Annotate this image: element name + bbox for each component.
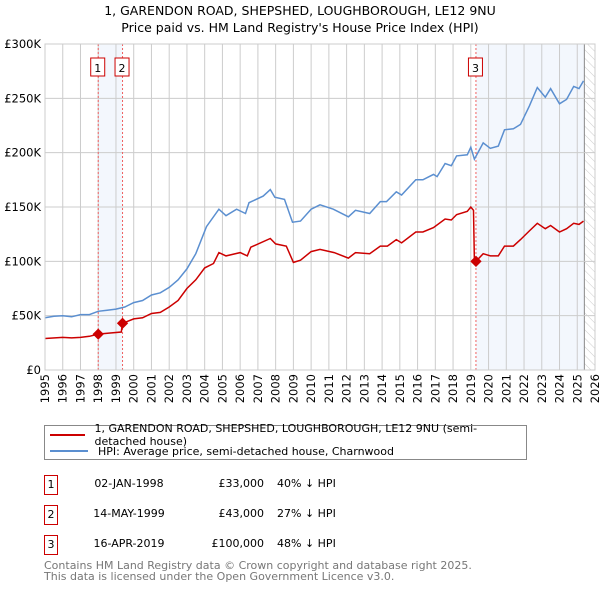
footer-copyright: Contains HM Land Registry data © Crown c… (44, 559, 472, 572)
y-tick-label: £150K (4, 200, 41, 214)
sale-label-box (467, 57, 483, 77)
legend: 1, GARENDON ROAD, SHEPSHED, LOUGHBOROUGH… (44, 422, 527, 460)
x-tick-label: 2001 (144, 374, 158, 403)
hpi-line (44, 80, 585, 319)
legend-swatch-red (50, 434, 85, 436)
x-tick-label: 1999 (109, 374, 123, 403)
x-tick-label: 2013 (357, 374, 371, 403)
sale-row: 3 16-APR-2019 £100,000 48% ↓ HPI (44, 535, 544, 555)
legend-item-hpi: HPI: Average price, semi-detached house,… (45, 443, 394, 459)
x-tick-label: 2011 (322, 374, 336, 403)
x-tick-label: 2018 (446, 374, 460, 403)
sale-marker-label: 1 (44, 475, 58, 495)
x-tick-label: 2026 (588, 374, 600, 403)
sale-hpi-diff: 40% ↓ HPI (277, 477, 336, 490)
y-tick-label: £0 (26, 363, 41, 377)
x-tick-label: 2021 (499, 374, 513, 403)
y-tick-label: £100K (4, 254, 41, 268)
plot-border (44, 43, 596, 371)
y-tick-label: £250K (4, 91, 41, 105)
sale-label-text: 2 (119, 62, 126, 75)
legend-item-property: 1, GARENDON ROAD, SHEPSHED, LOUGHBOROUGH… (45, 422, 526, 448)
sale-date: 16-APR-2019 (93, 537, 165, 550)
x-tick-label: 2005 (215, 374, 229, 403)
sale-hpi-diff: 48% ↓ HPI (277, 537, 336, 550)
x-tick-label: 2022 (517, 374, 531, 403)
sale-row: 2 14-MAY-1999 £43,000 27% ↓ HPI (44, 505, 544, 525)
sale-date: 02-JAN-1998 (94, 477, 164, 490)
x-tick-label: 2009 (286, 374, 300, 403)
sale-point (470, 255, 482, 267)
x-tick-label: 2004 (198, 374, 212, 403)
sale-label-box (114, 57, 130, 77)
x-tick-label: 2024 (553, 374, 567, 403)
x-tick-label: 2023 (535, 374, 549, 403)
x-tick-label: 1997 (73, 374, 87, 403)
sale-price: £43,000 (218, 507, 265, 520)
x-tick-label: 2012 (340, 374, 354, 403)
price-paid-line (44, 205, 584, 340)
x-tick-label: 2017 (428, 374, 442, 403)
x-tick-label: 1995 (38, 374, 52, 403)
plot-area: 1995 1996 1997 1998 1999 2000 2001 2002 2003 2004… (4, 37, 600, 403)
x-tick-label: 1996 (56, 374, 70, 403)
legend-swatch-blue (50, 450, 88, 452)
x-tick-label: 2014 (375, 374, 389, 403)
x-tick-label: 2010 (304, 374, 318, 403)
sale-price: £100,000 (211, 537, 265, 550)
y-tick-label: £50K (12, 309, 42, 323)
sale-hpi-diff: 27% ↓ HPI (277, 507, 336, 520)
sale-label-box (90, 57, 106, 77)
x-tick-label: 2008 (269, 374, 283, 403)
sale-date: 14-MAY-1999 (93, 507, 165, 520)
sale-label-text: 1 (94, 62, 101, 75)
x-tick-label: 2019 (464, 374, 478, 403)
sale-marker-label: 2 (44, 505, 58, 525)
x-tick-label: 2025 (570, 374, 584, 403)
chart-subtitle: Price paid vs. HM Land Registry's House … (121, 20, 479, 35)
x-tick-label: 2007 (251, 374, 265, 403)
sale-label-text: 3 (472, 62, 479, 75)
sale-marker-label: 3 (44, 535, 58, 555)
legend-label: 1, GARENDON ROAD, SHEPSHED, LOUGHBOROUGH… (94, 422, 478, 448)
sale-row: 1 02-JAN-1998 £33,000 40% ↓ HPI (44, 475, 544, 495)
x-tick-label: 2003 (180, 374, 194, 403)
x-tick-label: 2006 (233, 374, 247, 403)
x-tick-label: 1998 (91, 374, 105, 403)
y-tick-label: £300K (4, 37, 41, 51)
x-tick-label: 2020 (482, 374, 496, 403)
chart-title: 1, GARENDON ROAD, SHEPSHED, LOUGHBOROUGH… (104, 3, 496, 18)
x-tick-label: 2002 (162, 374, 176, 403)
x-tick-label: 2016 (411, 374, 425, 403)
y-tick-label: £200K (4, 146, 41, 160)
legend-label: HPI: Average price, semi-detached house,… (98, 444, 394, 458)
footer-licence: This data is licensed under the Open Gov… (44, 570, 395, 583)
x-tick-label: 2000 (127, 374, 141, 403)
sale-price: £33,000 (218, 477, 265, 490)
x-tick-label: 2015 (393, 374, 407, 403)
